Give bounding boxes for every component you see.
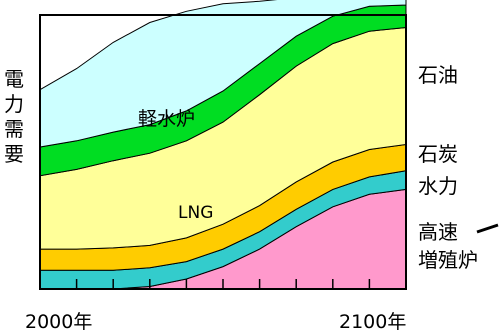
y-label-char: 力 [4, 92, 24, 116]
x-ticks-group [75, 279, 371, 289]
legend-fbr-pointer [476, 223, 499, 234]
legend-fbr-line2: 増殖炉 [418, 248, 478, 272]
y-label-char: 需 [4, 117, 24, 141]
legend-coal: 石炭 [418, 142, 458, 166]
inline-label-lng: LNG [178, 203, 213, 223]
plot-frame [39, 14, 407, 290]
legend-fbr-line1: 高速 [418, 220, 458, 244]
x-tick-label-end: 2100年 [339, 311, 406, 333]
y-label-char: 電 [4, 67, 24, 91]
x-tick-label-start: 2000年 [25, 311, 92, 333]
legend-fbr: 高速 増殖炉 [418, 220, 478, 272]
inline-label-lwr: 軽水炉 [138, 108, 195, 130]
legend-hydro: 水力 [418, 174, 458, 198]
areas-group [39, 0, 407, 290]
y-label-char: 要 [4, 142, 24, 166]
legend-oil: 石油 [418, 63, 458, 87]
